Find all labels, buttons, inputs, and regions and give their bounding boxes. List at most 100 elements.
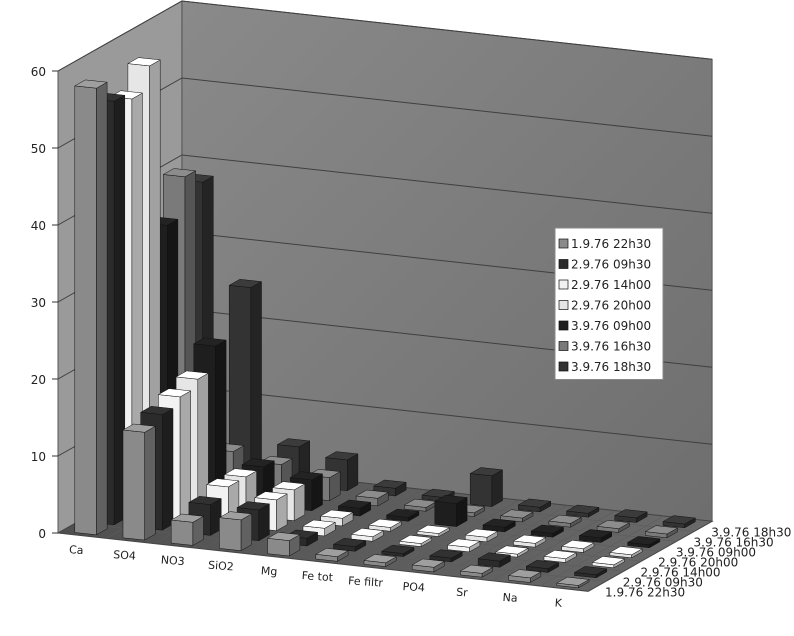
bar (609, 546, 643, 559)
bar-top (591, 556, 626, 566)
bar (403, 498, 438, 512)
bar-top (556, 576, 590, 586)
y-tick-label: 50 (31, 142, 46, 156)
legend-box (554, 227, 664, 380)
bar (560, 540, 595, 553)
bar-front (469, 473, 493, 507)
bar-top (324, 451, 359, 461)
y-tick-label: 60 (31, 65, 46, 79)
x-tick-label: Na (502, 591, 518, 605)
bar (469, 467, 504, 508)
bar-top (302, 519, 337, 529)
x-tick-label: SiO2 (208, 559, 235, 574)
bar-top (157, 388, 192, 398)
x-tick-label: Sr (456, 586, 469, 600)
bar-top (372, 479, 407, 489)
x-axis-ticks: Ca SO4 NO3 SiO2 Mg Fe tot Fe filtr PO4 Sr Na K (69, 543, 563, 610)
legend-item-label: 1.9.76 22h30 (571, 237, 651, 251)
bar-top (507, 569, 542, 579)
bar-top (530, 524, 565, 534)
legend: 1.9.76 22h30 2.9.76 09h30 2.9.76 14h00 2.9.… (554, 227, 664, 380)
bar-top (276, 438, 311, 448)
bar (446, 538, 481, 553)
bar-top (205, 478, 240, 488)
bar (315, 548, 349, 562)
depth-tick-label: 1.9.76 22h30 (605, 585, 685, 599)
legend-swatch (558, 320, 569, 331)
bar-top (139, 406, 174, 415)
bars (73, 57, 697, 589)
bar-top (380, 544, 415, 554)
bar-side (162, 408, 174, 531)
bar (170, 513, 205, 546)
bar-front (434, 500, 457, 527)
bar-top (609, 546, 643, 556)
bar-front (122, 429, 145, 541)
bar (556, 576, 590, 589)
bar-side (311, 473, 323, 512)
bar (507, 569, 542, 583)
bar (266, 532, 301, 557)
legend-swatch (558, 361, 569, 372)
bar-top (578, 529, 613, 539)
depth-tick-label: 2.9.76 09h30 (623, 575, 703, 589)
bar-top (350, 528, 385, 537)
floor-line (395, 499, 520, 571)
bar (372, 479, 407, 497)
bar-top (433, 494, 468, 504)
bar-top (517, 498, 552, 508)
bar-top (332, 538, 367, 547)
bar-top (170, 513, 205, 523)
bar (433, 494, 468, 528)
bar-top (192, 337, 227, 347)
bar-top (271, 481, 306, 491)
legend-item-label: 3.9.76 18h30 (571, 360, 651, 374)
bar-top (525, 560, 560, 569)
legend-swatch (558, 279, 569, 290)
bar-front (170, 519, 194, 546)
bar-top (548, 514, 582, 524)
bar-top (560, 540, 595, 549)
x-tick-label: Fe tot (301, 569, 334, 584)
bar (459, 564, 494, 578)
bar-top (355, 489, 390, 499)
bar-top (565, 504, 600, 514)
bar (591, 556, 626, 569)
bar-top (543, 550, 578, 559)
bar-top (175, 370, 210, 380)
bar (477, 552, 512, 568)
bar-side (144, 425, 156, 541)
y-axis-ticks: 0 10 20 30 40 50 60 (31, 65, 58, 541)
x-tick-label: Fe filtr (348, 574, 384, 589)
bar-top (253, 491, 288, 501)
bar-top (416, 524, 451, 534)
x-tick-label: K (554, 596, 563, 610)
bar-top (512, 534, 547, 544)
legend-item-label: 3.9.76 09h00 (571, 319, 651, 333)
bar-top (319, 509, 354, 519)
x-tick-label: Mg (260, 564, 277, 578)
bar-top (662, 515, 697, 525)
bar (398, 534, 433, 548)
bar (662, 515, 697, 529)
bar-top (644, 525, 679, 535)
bar (122, 423, 157, 541)
bar-side (258, 503, 270, 542)
bar (573, 566, 608, 579)
bar (614, 509, 648, 523)
bar-top (596, 520, 631, 529)
depth-tick-label: 3.9.76 09h00 (676, 545, 756, 559)
x-tick-label: NO3 (160, 553, 185, 568)
bar (380, 544, 415, 558)
legend-swatch (558, 300, 569, 310)
bar-top (446, 538, 481, 548)
y-tick-label: 20 (31, 373, 46, 387)
floor-line (539, 515, 665, 587)
bar-top (266, 532, 301, 541)
bar-top (241, 458, 276, 468)
bar (578, 529, 613, 543)
bar-top (477, 552, 512, 562)
bar-top (573, 566, 608, 576)
